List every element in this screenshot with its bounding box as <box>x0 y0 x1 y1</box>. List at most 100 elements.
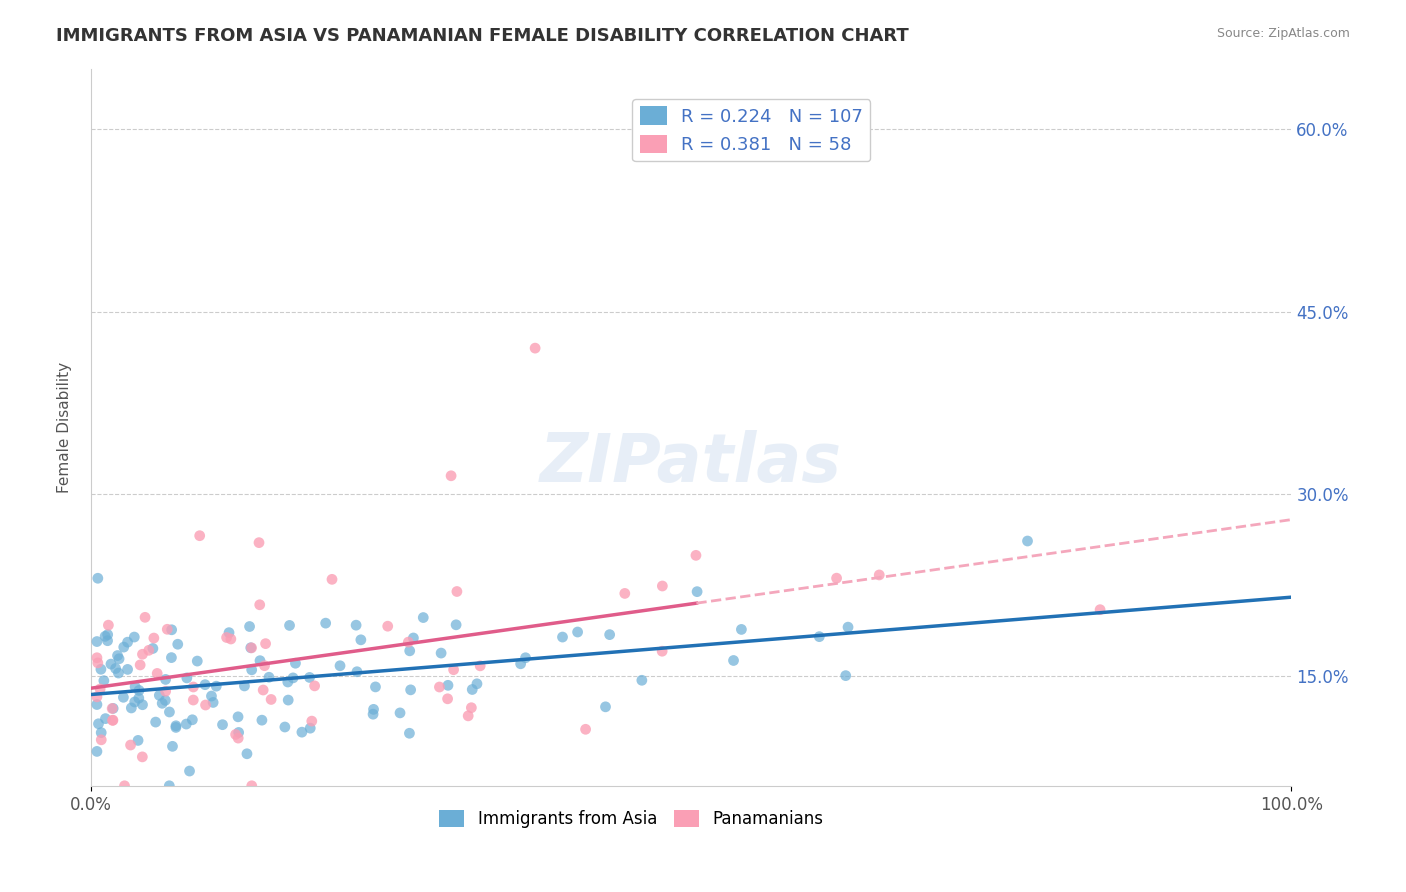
Immigrants from Asia <box>124 680 146 694</box>
Immigrants from Asia <box>127 733 149 747</box>
Immigrants from Asia <box>551 630 574 644</box>
Immigrants from Asia <box>176 671 198 685</box>
Panamanians <box>613 586 636 600</box>
Immigrants from Asia <box>226 710 249 724</box>
Immigrants from Asia <box>350 632 373 647</box>
Panamanians <box>142 631 165 645</box>
Immigrants from Asia <box>86 744 108 758</box>
Immigrants from Asia <box>412 610 434 624</box>
Panamanians <box>301 714 323 728</box>
Immigrants from Asia <box>236 747 259 761</box>
Immigrants from Asia <box>837 620 859 634</box>
Immigrants from Asia <box>398 644 420 658</box>
Immigrants from Asia <box>128 683 150 698</box>
Immigrants from Asia <box>315 616 337 631</box>
Panamanians <box>651 644 673 658</box>
Text: Source: ZipAtlas.com: Source: ZipAtlas.com <box>1216 27 1350 40</box>
Immigrants from Asia <box>631 673 654 688</box>
Panamanians <box>868 568 890 582</box>
Panamanians <box>181 693 204 707</box>
Immigrants from Asia <box>165 719 187 733</box>
Immigrants from Asia <box>730 623 752 637</box>
Panamanians <box>240 779 263 793</box>
Panamanians <box>304 679 326 693</box>
Immigrants from Asia <box>112 690 135 705</box>
Immigrants from Asia <box>86 634 108 648</box>
Immigrants from Asia <box>94 712 117 726</box>
Panamanians <box>87 656 110 670</box>
Immigrants from Asia <box>437 678 460 692</box>
Immigrants from Asia <box>160 650 183 665</box>
Immigrants from Asia <box>278 618 301 632</box>
Immigrants from Asia <box>239 619 262 633</box>
Immigrants from Asia <box>444 617 467 632</box>
Immigrants from Asia <box>344 618 367 632</box>
Immigrants from Asia <box>90 725 112 739</box>
Immigrants from Asia <box>145 715 167 730</box>
Panamanians <box>443 663 465 677</box>
Immigrants from Asia <box>174 717 197 731</box>
Panamanians <box>194 698 217 712</box>
Immigrants from Asia <box>112 640 135 654</box>
Immigrants from Asia <box>107 648 129 663</box>
Immigrants from Asia <box>274 720 297 734</box>
Panamanians <box>1088 602 1111 616</box>
Immigrants from Asia <box>250 713 273 727</box>
Immigrants from Asia <box>166 637 188 651</box>
Immigrants from Asia <box>120 701 142 715</box>
Immigrants from Asia <box>509 657 531 671</box>
Panamanians <box>134 610 156 624</box>
Immigrants from Asia <box>402 631 425 645</box>
Panamanians <box>249 598 271 612</box>
Immigrants from Asia <box>465 677 488 691</box>
Immigrants from Asia <box>834 668 856 682</box>
Panamanians <box>321 572 343 586</box>
Immigrants from Asia <box>515 650 537 665</box>
Immigrants from Asia <box>108 652 131 666</box>
Panamanians <box>470 658 492 673</box>
Panamanians <box>155 684 177 698</box>
Immigrants from Asia <box>165 720 187 734</box>
Panamanians <box>86 690 108 704</box>
Immigrants from Asia <box>291 725 314 739</box>
Immigrants from Asia <box>277 693 299 707</box>
Immigrants from Asia <box>97 627 120 641</box>
Panamanians <box>396 635 419 649</box>
Panamanians <box>651 579 673 593</box>
Immigrants from Asia <box>389 706 412 720</box>
Immigrants from Asia <box>107 666 129 681</box>
Immigrants from Asia <box>124 630 146 644</box>
Immigrants from Asia <box>142 641 165 656</box>
Panamanians <box>574 723 596 737</box>
Immigrants from Asia <box>599 627 621 641</box>
Immigrants from Asia <box>90 662 112 676</box>
Panamanians <box>260 692 283 706</box>
Immigrants from Asia <box>96 633 118 648</box>
Panamanians <box>247 535 270 549</box>
Immigrants from Asia <box>567 625 589 640</box>
Panamanians <box>146 666 169 681</box>
Panamanians <box>156 622 179 636</box>
Panamanians <box>240 640 263 655</box>
Panamanians <box>114 779 136 793</box>
Immigrants from Asia <box>461 682 484 697</box>
Immigrants from Asia <box>723 653 745 667</box>
Y-axis label: Female Disability: Female Disability <box>58 361 72 492</box>
Panamanians <box>446 584 468 599</box>
Immigrants from Asia <box>157 779 180 793</box>
Panamanians <box>101 714 124 728</box>
Panamanians <box>131 750 153 764</box>
Panamanians <box>129 657 152 672</box>
Panamanians <box>225 727 247 741</box>
Immigrants from Asia <box>86 698 108 712</box>
Immigrants from Asia <box>87 571 110 585</box>
Immigrants from Asia <box>205 679 228 693</box>
Panamanians <box>460 700 482 714</box>
Legend: Immigrants from Asia, Panamanians: Immigrants from Asia, Panamanians <box>433 804 830 835</box>
Panamanians <box>377 619 399 633</box>
Panamanians <box>101 713 124 727</box>
Immigrants from Asia <box>361 707 384 722</box>
Immigrants from Asia <box>179 764 201 778</box>
Immigrants from Asia <box>194 678 217 692</box>
Immigrants from Asia <box>239 640 262 655</box>
